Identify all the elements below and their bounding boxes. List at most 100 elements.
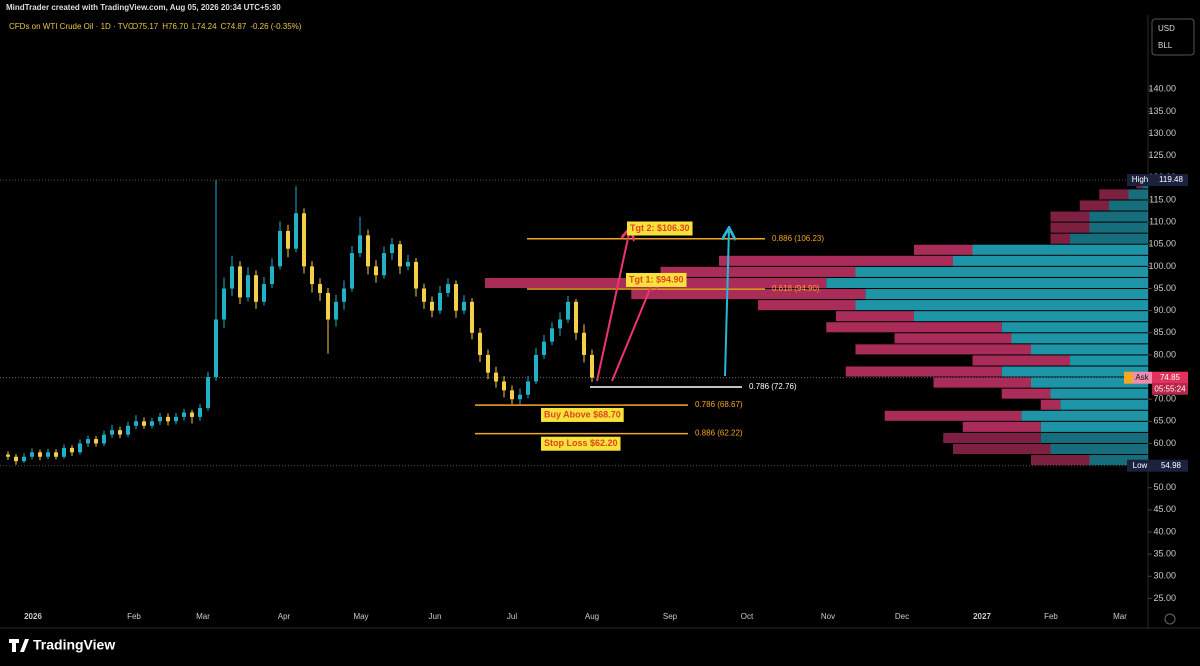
x-tick-label: May [353,612,368,621]
tag-label-bg [1127,174,1154,187]
candle-body [390,244,394,254]
y-tick-label: 125.00 [1148,150,1176,160]
candle-body [22,456,26,462]
tag-value-bg [1154,174,1188,187]
annotation-text: Tgt 1: $94.90 [629,274,684,284]
candle-body [198,408,202,417]
candle-body [302,213,306,267]
volume-down [894,333,1012,344]
candle-body [462,301,466,311]
y-tick-label: 50.00 [1153,482,1176,492]
x-tick-label: Jul [507,612,517,621]
level-label: 0.886 (106.23) [772,234,824,243]
candle-body [342,288,346,302]
tag-label: High [1132,175,1148,184]
y-tick-label: 40.00 [1153,526,1176,536]
annotation-box [627,221,693,236]
volume-up [1089,211,1148,222]
volume-up [1050,388,1148,399]
volume-up [972,244,1148,255]
candle-body [454,284,458,311]
ohlc-value: -0.26 (-0.35%) [250,22,301,31]
y-tick-label: 90.00 [1153,305,1176,315]
ohlc-value: O75.17 [132,22,159,31]
candle-body [350,253,354,289]
symbol: CFDs on WTI Crude Oil · 1D · TVC [9,22,134,31]
volume-down [855,344,1031,355]
volume-up [1001,322,1148,333]
volume-up [1050,443,1148,455]
candle-body [150,421,154,426]
volume-up [953,255,1148,266]
y-tick-label: 140.00 [1148,84,1176,94]
ohlc-legend: CFDs on WTI Crude Oil · 1D · TVC O75.17 H… [9,22,302,31]
x-tick-label: Feb [1044,612,1058,621]
candle-body [110,430,114,435]
candle-body [542,341,546,355]
countdown: 05:55:24 [1154,384,1186,393]
x-tick-label: Sep [663,612,678,621]
volume-down [1001,388,1051,399]
candle-body [446,284,450,293]
candle-body [190,412,194,417]
volume-down [826,322,1002,333]
x-tick-label: Feb [127,612,141,621]
candle-body [430,301,434,311]
attribution: MindTrader created with TradingView.com,… [6,3,281,12]
logo-mark [9,639,29,652]
x-tick-label: 2027 [973,612,991,621]
candle-body [486,354,490,373]
volume-down [943,432,1041,443]
candle-body [366,235,370,267]
x-tick-label: Oct [741,612,754,621]
brand-logo: TradingView [9,637,115,653]
candle-body [574,301,578,333]
volume-up [914,311,1148,322]
candle-body [62,447,66,457]
candle-body [14,456,18,462]
candle-body [86,439,90,444]
y-tick-label: 110.00 [1149,216,1176,226]
volume-up [1109,200,1148,211]
candle-body [158,416,162,422]
candle-body [118,430,122,435]
level-label: 0.618 (94.90) [772,284,820,293]
candle-body [502,381,506,391]
tag-u [1124,371,1133,384]
volume-up [855,300,1148,311]
candle-body [38,452,42,457]
candle-body [6,454,10,457]
ohlc-value: C74.87 [221,22,247,31]
candle-body [222,288,226,320]
annotation-box [541,436,621,451]
tag-label-bg [1127,459,1154,472]
volume-down [758,300,856,311]
candle-body [470,301,474,333]
candle-body [142,421,146,426]
x-tick-label: Apr [278,612,291,621]
candle-body [326,292,330,320]
currency-box[interactable] [1151,18,1195,56]
y-tick-label: 100.00 [1148,261,1176,271]
volume-down [1040,399,1061,410]
candle-body [102,434,106,444]
candle-body [310,266,314,285]
candle-body [566,301,570,320]
volume-up [1070,233,1148,244]
y-tick-label: 70.00 [1153,394,1176,404]
tag-value: 119.48 [1159,175,1183,184]
y-tick-label: 115.00 [1149,194,1176,204]
volume-down [660,266,856,277]
volume-down [914,244,973,255]
candle-body [206,377,210,409]
candle-body [54,452,58,457]
currency: USD [1158,24,1175,33]
candle-body [494,372,498,382]
volume-up [1001,366,1148,377]
candle-body [126,425,130,435]
candle-body [214,319,218,378]
volume-up [1089,455,1148,466]
candle-body [278,230,282,267]
auto-scale-button[interactable] [1164,613,1176,625]
